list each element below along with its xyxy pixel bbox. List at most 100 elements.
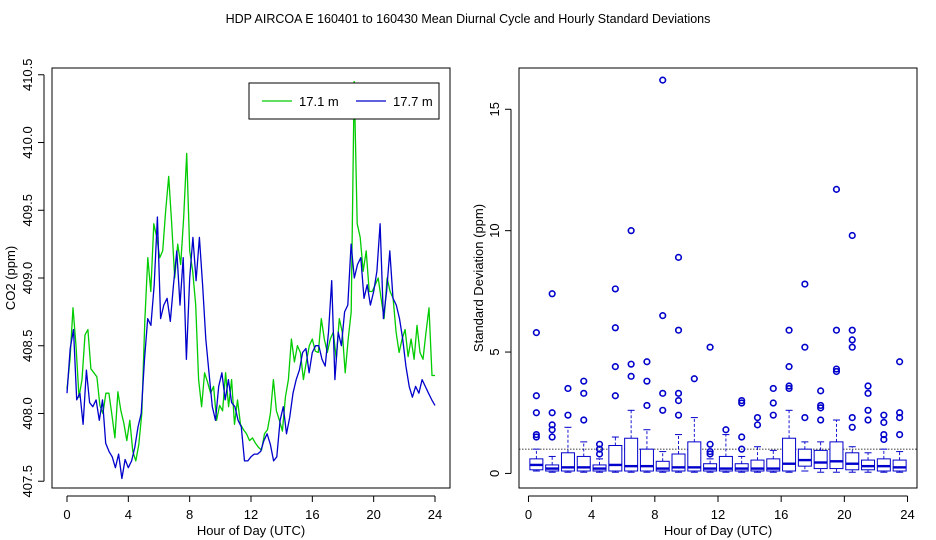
boxplot-hour bbox=[671, 253, 686, 473]
iqr-box bbox=[750, 459, 765, 472]
outlier-point bbox=[785, 382, 793, 390]
outlier-point bbox=[864, 382, 872, 390]
outlier-point bbox=[627, 372, 635, 380]
left-plot-frame bbox=[51, 67, 451, 489]
left-y-tick-label: 410.0 bbox=[20, 126, 35, 159]
outlier-point bbox=[769, 399, 777, 407]
outlier-point bbox=[548, 426, 556, 434]
left-y-tick-label: 410.5 bbox=[20, 59, 35, 92]
outlier-point bbox=[848, 413, 856, 422]
outlier-point bbox=[532, 392, 540, 400]
left-series-lines bbox=[66, 80, 436, 480]
outlier-point bbox=[532, 409, 540, 417]
boxplot-hour bbox=[545, 290, 560, 473]
outlier-point bbox=[738, 399, 746, 407]
left-y-tick-label: 409.0 bbox=[20, 262, 35, 295]
outlier-point bbox=[738, 445, 746, 453]
outlier-point bbox=[817, 416, 825, 424]
boxplots bbox=[529, 76, 907, 473]
outlier-point bbox=[801, 413, 809, 422]
outlier-point bbox=[880, 411, 888, 419]
right-x-axis-label: Hour of Day (UTC) bbox=[664, 523, 772, 538]
boxplot-hour bbox=[703, 343, 718, 473]
outlier-point bbox=[674, 397, 683, 405]
boxplot-hour bbox=[655, 76, 670, 473]
left-x-tick-label: 24 bbox=[428, 507, 442, 522]
figure-title: HDP AIRCOA E 160401 to 160430 Mean Diurn… bbox=[226, 12, 711, 26]
outlier-point bbox=[627, 360, 635, 368]
outlier-point bbox=[532, 329, 540, 337]
iqr-box bbox=[734, 463, 749, 472]
outlier-point bbox=[722, 426, 730, 434]
outlier-point bbox=[532, 430, 540, 439]
outlier-point bbox=[832, 367, 841, 376]
outlier-point bbox=[769, 411, 777, 419]
outlier-point bbox=[832, 185, 841, 193]
outlier-point bbox=[785, 326, 793, 334]
outlier-point bbox=[880, 418, 888, 427]
right-x-tick-label: 24 bbox=[900, 507, 914, 522]
outlier-point bbox=[706, 447, 714, 456]
boxplot-hour bbox=[560, 384, 575, 473]
outlier-point bbox=[848, 326, 856, 334]
outlier-point bbox=[896, 358, 904, 366]
outlier-point bbox=[690, 375, 698, 383]
outlier-point bbox=[659, 312, 667, 320]
outlier-point bbox=[738, 397, 746, 405]
outlier-point bbox=[659, 389, 667, 397]
series-line-17-1-m bbox=[66, 80, 435, 462]
outlier-point bbox=[817, 401, 825, 410]
outlier-point bbox=[817, 404, 825, 412]
left-x-tick-label: 12 bbox=[244, 507, 258, 522]
right-y-axis-label: Standard Deviation (ppm) bbox=[471, 204, 486, 352]
iqr-box bbox=[813, 449, 828, 470]
outlier-point bbox=[580, 416, 588, 424]
outlier-point bbox=[595, 450, 604, 458]
boxplot-hour bbox=[734, 397, 749, 473]
iqr-box bbox=[892, 459, 907, 472]
right-x-tick-label: 0 bbox=[525, 507, 532, 522]
outlier-point bbox=[864, 416, 872, 424]
boxplot-hour bbox=[782, 326, 797, 473]
outlier-point bbox=[753, 421, 762, 429]
right-x-tick-label: 8 bbox=[651, 507, 658, 522]
iqr-box bbox=[829, 441, 844, 470]
legend: 17.1 m 17.7 m bbox=[248, 82, 440, 120]
outlier-point bbox=[611, 285, 619, 293]
outlier-point bbox=[769, 384, 777, 393]
iqr-box bbox=[576, 455, 591, 472]
outlier-point bbox=[832, 365, 841, 373]
left-y-tick-label: 409.5 bbox=[20, 194, 35, 227]
left-y-tick-label: 408.5 bbox=[20, 329, 35, 362]
outlier-point bbox=[801, 343, 809, 351]
iqr-box bbox=[703, 463, 718, 472]
boxplot-hour bbox=[876, 411, 891, 473]
right-y-axis: 0 5 10 15 bbox=[487, 102, 512, 477]
left-y-tick-label: 407.5 bbox=[20, 465, 35, 498]
outlier-point bbox=[817, 387, 825, 395]
outlier-point bbox=[880, 435, 888, 444]
left-y-axis: 407.5 408.0 408.5 409.0 409.5 410.0 410.5 bbox=[20, 59, 45, 498]
iqr-box bbox=[624, 437, 639, 472]
boxplot-hour bbox=[608, 285, 623, 473]
boxplot-hour bbox=[687, 375, 702, 473]
boxplot-hour bbox=[750, 413, 765, 473]
outlier-point bbox=[801, 280, 809, 288]
left-x-tick-label: 0 bbox=[63, 507, 70, 522]
outlier-point bbox=[611, 324, 619, 332]
right-x-tick-label: 4 bbox=[588, 507, 595, 522]
iqr-box bbox=[608, 445, 623, 472]
boxplot-hour bbox=[861, 382, 876, 473]
iqr-box bbox=[797, 448, 812, 467]
outlier-point bbox=[848, 343, 856, 351]
outlier-point bbox=[896, 413, 904, 422]
left-x-tick-label: 4 bbox=[125, 507, 132, 522]
left-x-tick-label: 20 bbox=[366, 507, 380, 522]
series-line-17-7-m bbox=[66, 216, 436, 480]
outlier-point bbox=[753, 413, 762, 422]
outlier-point bbox=[848, 231, 856, 240]
outlier-point bbox=[580, 389, 588, 397]
iqr-box bbox=[655, 460, 670, 472]
outlier-point bbox=[706, 343, 714, 351]
